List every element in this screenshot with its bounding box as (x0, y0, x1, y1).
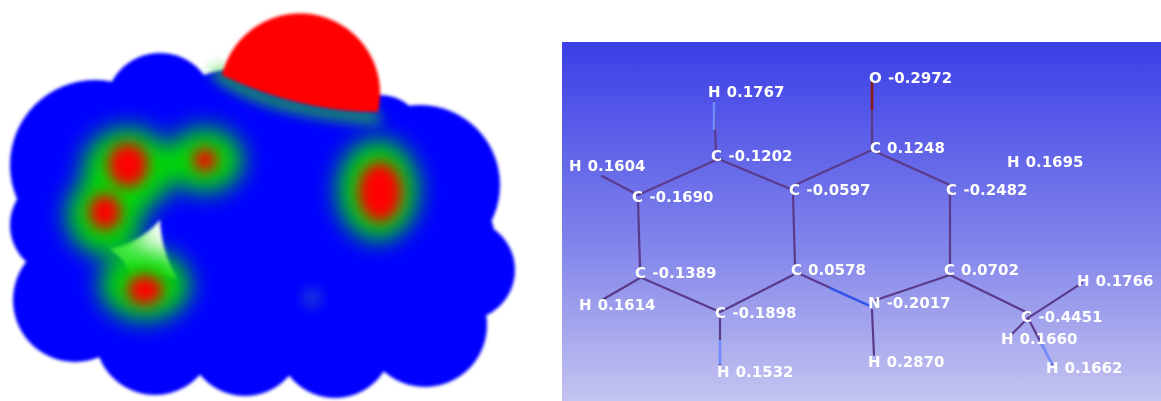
atom-charge: 0.1767 (727, 83, 785, 101)
atom-charge: 0.0702 (961, 261, 1019, 279)
atom-charge: 0.1614 (598, 296, 656, 314)
molecule-panel (562, 42, 1161, 401)
atom-label: H 0.1695 (1007, 153, 1083, 171)
atom-label: H 0.1767 (708, 83, 784, 101)
atom-charge: 0.0578 (808, 261, 866, 279)
atom-label: H 0.1660 (1001, 330, 1077, 348)
atom-element: H (1077, 272, 1090, 290)
atom-label: C 0.0702 (944, 261, 1019, 279)
atom-element: C (791, 261, 802, 279)
atom-charge: -0.4451 (1038, 308, 1102, 326)
atom-charge: -0.2482 (963, 181, 1027, 199)
atom-labels: O -0.2972 H 0.1767 C -0.1202 C 0.1248 H 0.1604 H 0.… (569, 69, 1153, 381)
atom-element: C (711, 147, 722, 165)
atom-charge: 0.2870 (887, 353, 945, 371)
atom-charge: -0.1898 (732, 304, 796, 322)
atom-label: C -0.1389 (635, 264, 716, 282)
atom-label: N -0.2017 (868, 294, 951, 312)
atom-charge: 0.1660 (1020, 330, 1078, 348)
atom-element: H (1046, 359, 1059, 377)
atom-element: H (1001, 330, 1014, 348)
atom-charge: 0.1604 (588, 157, 646, 175)
atom-element: C (946, 181, 957, 199)
atom-element: C (789, 181, 800, 199)
atom-label: H 0.1532 (717, 363, 793, 381)
atom-charge: -0.0597 (806, 181, 870, 199)
atom-element: C (1021, 308, 1032, 326)
atom-charge: 0.1532 (736, 363, 794, 381)
atom-element: H (717, 363, 730, 381)
atom-charge: 0.1695 (1026, 153, 1084, 171)
potential-surface (10, 13, 515, 398)
atom-element: H (868, 353, 881, 371)
atom-label: C 0.1248 (870, 139, 945, 157)
atom-label: H 0.1662 (1046, 359, 1122, 377)
atom-label: H 0.2870 (868, 353, 944, 371)
atom-label: H 0.1604 (569, 157, 645, 175)
atom-element: H (708, 83, 721, 101)
atom-element: C (632, 188, 643, 206)
atom-label: C -0.1690 (632, 188, 713, 206)
atom-element: O (869, 69, 882, 87)
atom-charge: 0.1766 (1096, 272, 1154, 290)
atom-charge: -0.1202 (728, 147, 792, 165)
atom-charge: -0.2972 (888, 69, 952, 87)
atom-label: H 0.1766 (1077, 272, 1153, 290)
atom-label: C -0.2482 (946, 181, 1027, 199)
atom-label: C 0.0578 (791, 261, 866, 279)
atom-element: H (579, 296, 592, 314)
atom-charge: 0.1248 (887, 139, 945, 157)
atom-label: C -0.1202 (711, 147, 792, 165)
atom-element: C (715, 304, 726, 322)
atom-element: C (870, 139, 881, 157)
atom-element: H (569, 157, 582, 175)
atom-element: C (635, 264, 646, 282)
atom-label: C -0.0597 (789, 181, 870, 199)
atom-label: C -0.4451 (1021, 308, 1102, 326)
atom-charge: 0.1662 (1065, 359, 1123, 377)
atom-element: N (868, 294, 881, 312)
atom-label: C -0.1898 (715, 304, 796, 322)
atom-charge: -0.1389 (652, 264, 716, 282)
atom-label: H 0.1614 (579, 296, 655, 314)
bonds (600, 78, 1084, 366)
atom-charge: -0.1690 (649, 188, 713, 206)
atom-label: O -0.2972 (869, 69, 952, 87)
atom-element: H (1007, 153, 1020, 171)
atom-charge: -0.2017 (887, 294, 951, 312)
atom-element: C (944, 261, 955, 279)
